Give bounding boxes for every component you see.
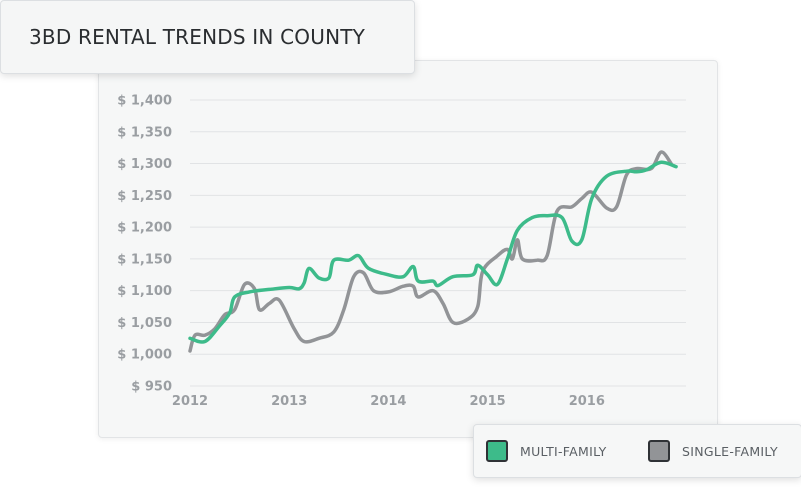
legend-label-single-family: SINGLE-FAMILY (682, 443, 778, 459)
x-tick-label: 2014 (370, 394, 406, 409)
series-line-multi-family (188, 160, 678, 344)
x-tick-label: 2016 (569, 394, 605, 409)
y-axis-labels: $ 950 $ 1,000 $ 1,050 $ 1,100 $ 1,150 $ 1,200… (117, 94, 172, 395)
x-axis-labels: 2012 2013 2014 2015 2016 (172, 394, 605, 409)
y-tick-label: $ 1,250 (117, 189, 172, 204)
y-tick-label: $ 1,350 (117, 125, 172, 140)
legend-swatch-multi-family (486, 440, 508, 462)
y-tick-label: $ 1,150 (117, 252, 172, 267)
legend: MULTI-FAMILY SINGLE-FAMILY (473, 424, 801, 478)
y-tick-label: $ 950 (131, 380, 172, 395)
grid-lines (190, 99, 686, 387)
series-line-single-family (188, 150, 673, 353)
y-tick-label: $ 1,050 (117, 316, 172, 331)
chart-title: 3BD RENTAL TRENDS IN COUNTY (29, 25, 366, 49)
y-tick-label: $ 1,300 (117, 157, 172, 172)
legend-label-multi-family: MULTI-FAMILY (520, 443, 607, 459)
legend-item-multi-family[interactable]: MULTI-FAMILY (486, 438, 607, 464)
y-tick-label: $ 1,200 (117, 221, 172, 236)
x-tick-label: 2012 (172, 394, 208, 409)
x-tick-label: 2013 (271, 394, 307, 409)
x-tick-label: 2015 (470, 394, 506, 409)
series-lines (188, 150, 678, 353)
legend-swatch-single-family (648, 440, 670, 462)
chart-panel (98, 60, 718, 438)
y-tick-label: $ 1,000 (117, 348, 172, 363)
y-tick-label: $ 1,100 (117, 284, 172, 299)
y-tick-label: $ 1,400 (117, 94, 172, 109)
legend-item-single-family[interactable]: SINGLE-FAMILY (648, 438, 778, 464)
title-card: 3BD RENTAL TRENDS IN COUNTY (0, 0, 415, 74)
